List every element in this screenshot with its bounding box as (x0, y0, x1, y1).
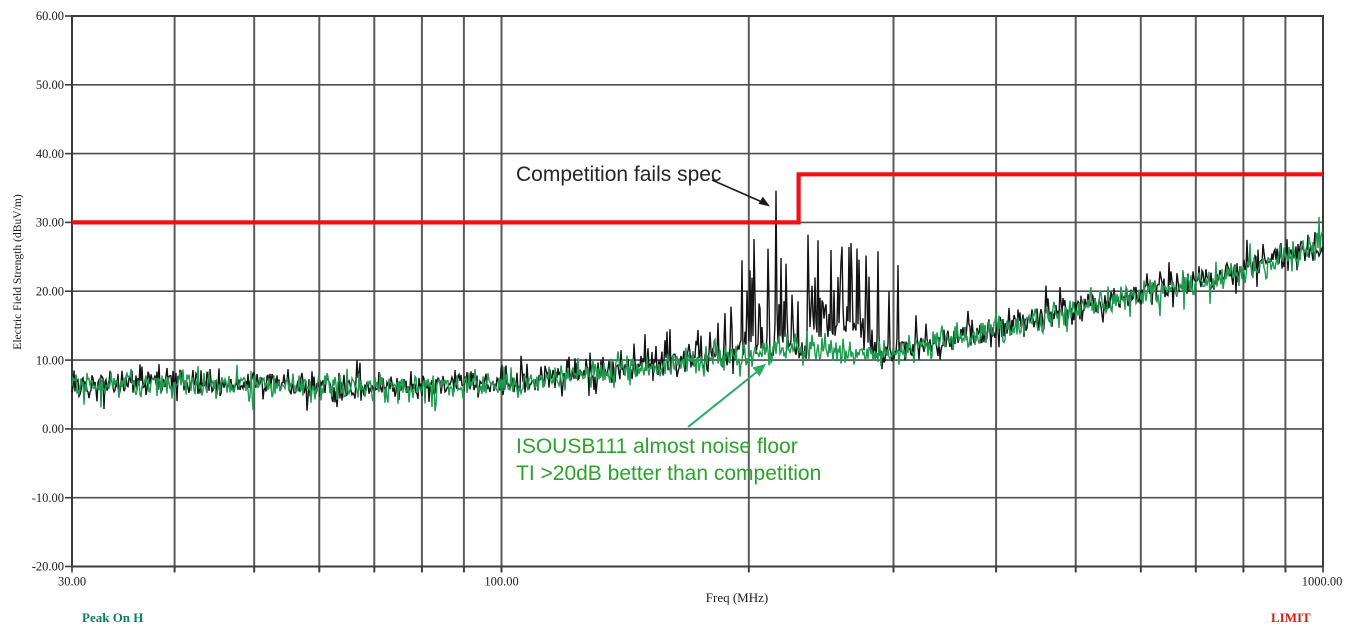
svg-text:20.00: 20.00 (36, 284, 64, 298)
svg-text:Peak On H: Peak On H (82, 610, 143, 625)
svg-text:TI >20dB better than competiti: TI >20dB better than competition (516, 462, 821, 485)
svg-text:60.00: 60.00 (36, 9, 64, 23)
svg-text:0.00: 0.00 (42, 422, 64, 436)
svg-text:-20.00: -20.00 (32, 560, 64, 574)
svg-text:30.00: 30.00 (58, 575, 86, 589)
svg-text:50.00: 50.00 (36, 78, 64, 92)
svg-text:Freq (MHz): Freq (MHz) (706, 590, 768, 605)
svg-text:ISOUSB111 almost noise floor: ISOUSB111 almost noise floor (516, 435, 798, 458)
svg-text:-10.00: -10.00 (32, 491, 64, 505)
svg-text:Electric Field Strength (dBuV/: Electric Field Strength (dBuV/m) (11, 194, 24, 350)
svg-text:Competition fails spec: Competition fails spec (516, 163, 721, 186)
svg-text:30.00: 30.00 (36, 216, 64, 230)
svg-text:100.00: 100.00 (484, 575, 518, 589)
svg-text:10.00: 10.00 (36, 353, 64, 367)
svg-text:40.00: 40.00 (36, 147, 64, 161)
svg-text:LIMIT: LIMIT (1271, 610, 1311, 625)
svg-text:1000.00: 1000.00 (1302, 575, 1343, 589)
